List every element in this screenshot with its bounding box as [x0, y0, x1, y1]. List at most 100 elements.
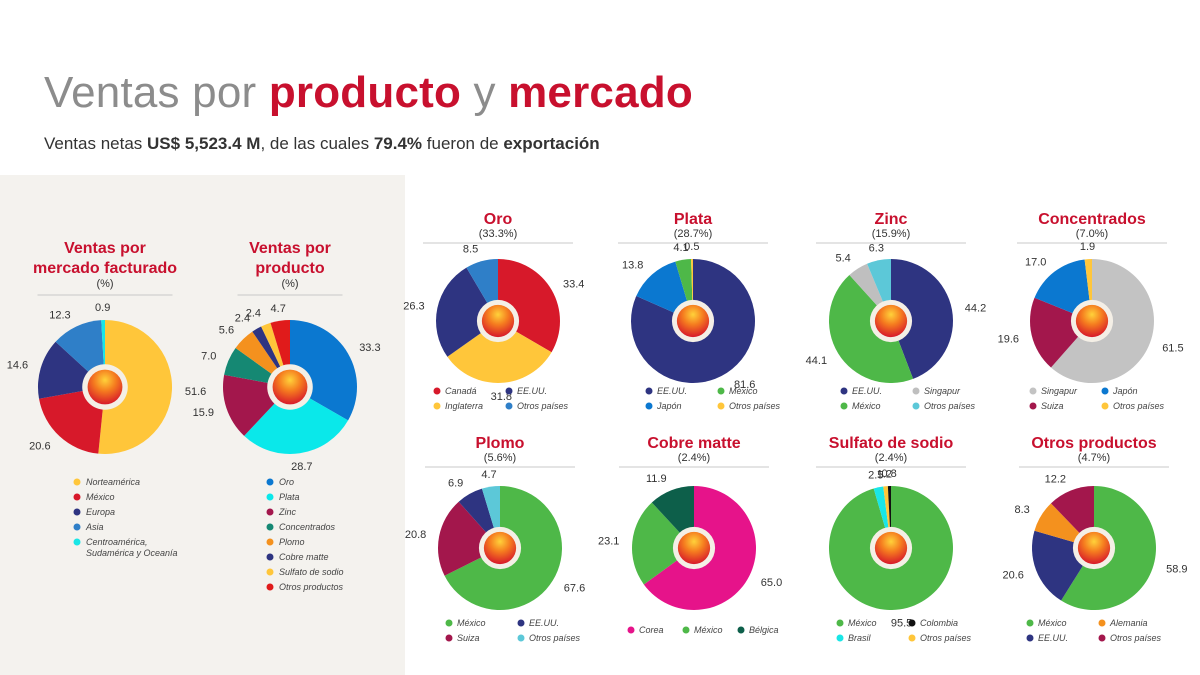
legend-label: Brasil	[848, 633, 872, 643]
legend-swatch	[908, 619, 916, 627]
pie-center-gradient	[676, 304, 710, 338]
legend-label: Concentrados	[279, 522, 336, 532]
chart-subtitle: (5.6%)	[484, 452, 516, 464]
pie-center-gradient	[1075, 304, 1109, 338]
chart-legend: México Alemania EE.UU. Otros países	[1026, 618, 1162, 643]
chart-subtitle: (2.4%)	[678, 452, 710, 464]
subtitle-bold: 79.4%	[373, 134, 423, 153]
subtitle-part: , de las cuales	[260, 134, 374, 153]
data-label: 20.8	[405, 529, 426, 541]
legend-swatch	[1101, 402, 1109, 410]
legend-label: Otros países	[924, 401, 976, 411]
legend-label: México	[852, 401, 881, 411]
data-label: 17.0	[1025, 257, 1046, 269]
legend-swatch	[517, 634, 525, 642]
legend-label: Otros países	[517, 401, 569, 411]
chart-legend: México EE.UU. Suiza Otros países	[445, 618, 581, 643]
data-label: 4.7	[481, 469, 496, 481]
legend-label: Asia	[85, 522, 104, 532]
pie-center-gradient	[874, 304, 908, 338]
data-label: 81.6	[734, 379, 755, 391]
data-label: 6.3	[869, 243, 884, 255]
pie-slice	[632, 502, 694, 585]
data-label: 58.9	[1166, 564, 1187, 576]
pie-center-gradient	[1077, 531, 1111, 565]
data-label: 65.0	[761, 577, 782, 589]
pie-slice	[244, 387, 349, 454]
legend-swatch	[73, 538, 81, 546]
data-label: 12.2	[1045, 473, 1066, 485]
chart-cobre: Cobre matte(2.4%) 65.0 23.1 11.9 Corea México…	[598, 435, 782, 635]
data-label: 14.6	[7, 360, 28, 372]
legend-label: EE.UU.	[852, 386, 882, 396]
data-label: 7.0	[201, 351, 216, 363]
legend-label: Plomo	[279, 537, 305, 547]
data-label: 33.4	[563, 279, 584, 291]
chart-subtitle: (28.7%)	[674, 228, 713, 240]
legend-label: México	[694, 625, 723, 635]
pie-center-gradient	[272, 369, 308, 405]
data-label: 19.6	[998, 333, 1019, 345]
title-highlight: producto	[268, 68, 462, 117]
legend-label: Otros productos	[279, 582, 344, 592]
chart-title: Cobre matte	[647, 435, 740, 452]
data-label: 2.5	[868, 470, 883, 482]
chart-subtitle: (4.7%)	[1078, 452, 1110, 464]
chart-legend: EE.UU. México Japón Otros países	[645, 386, 781, 411]
legend-swatch	[1026, 634, 1034, 642]
chart-sulfato: Sulfato de sodio(2.4%) 95.5 2.51.20.8 Méxic…	[816, 435, 972, 643]
chart-plomo: Plomo(5.6%) 67.6 20.8 6.9 4.7 México EE.UU. Sui…	[405, 435, 585, 643]
data-label: 5.6	[219, 325, 234, 337]
chart-subtitle: (2.4%)	[875, 452, 907, 464]
legend-swatch	[266, 538, 274, 546]
subtitle-bold: exportación	[503, 134, 600, 153]
data-label: 33.3	[359, 342, 380, 354]
data-label: 28.7	[291, 461, 312, 473]
legend-swatch	[505, 402, 513, 410]
legend-swatch	[445, 634, 453, 642]
legend-label: Otros países	[920, 633, 972, 643]
title-highlight: mercado	[508, 68, 693, 117]
legend-swatch	[836, 619, 844, 627]
data-label: 20.6	[29, 441, 50, 453]
data-label: 23.1	[598, 536, 619, 548]
legend-swatch	[627, 626, 635, 634]
legend-label: Japón	[1112, 386, 1138, 396]
data-label: 0.8	[881, 468, 896, 480]
data-label: 1.2	[877, 468, 892, 480]
legend-swatch	[1029, 402, 1037, 410]
chart-legend: Oro Plata Zinc Concentrados Plomo Cobre matte…	[266, 477, 344, 592]
chart-legend: México Colombia Brasil Otros países	[836, 618, 972, 643]
legend-swatch	[1029, 387, 1037, 395]
legend-swatch	[266, 493, 274, 501]
legend-swatch	[912, 387, 920, 395]
data-label: 15.9	[193, 407, 214, 419]
chart-legend: Norteamérica México Europa Asia Centroaméric…	[73, 477, 178, 558]
legend-swatch	[505, 387, 513, 395]
data-label: 4.7	[271, 303, 286, 315]
legend-swatch	[266, 568, 274, 576]
legend-swatch	[717, 387, 725, 395]
legend-label: EE.UU.	[529, 618, 559, 628]
legend-label: Plata	[279, 492, 300, 502]
subtitle-part: fueron de	[422, 134, 504, 153]
pie-slice	[828, 275, 914, 384]
legend-label: EE.UU.	[1038, 633, 1068, 643]
chart-title: Ventas por	[64, 240, 146, 257]
legend-label: Singapur	[1041, 386, 1078, 396]
data-label: 8.5	[463, 244, 478, 256]
chart-subtitle: (15.9%)	[872, 228, 911, 240]
legend-label: Canadá	[445, 386, 477, 396]
data-label: 0.9	[95, 302, 110, 314]
legend-swatch	[73, 508, 81, 516]
chart-legend: Singapur Japón Suiza Otros países	[1029, 386, 1165, 411]
legend-swatch	[73, 493, 81, 501]
chart-title: Oro	[484, 211, 513, 228]
legend-swatch	[266, 553, 274, 561]
legend-label: EE.UU.	[657, 386, 687, 396]
legend-swatch	[517, 619, 525, 627]
pie-slice	[447, 321, 552, 383]
legend-label: Corea	[639, 625, 664, 635]
pie-slice	[436, 267, 498, 357]
pie-slice	[98, 320, 173, 454]
